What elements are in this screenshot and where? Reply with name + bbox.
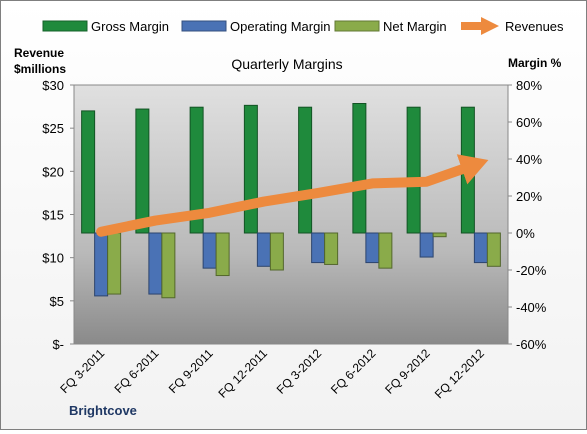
right-axis-title: Margin %: [508, 56, 562, 70]
right-tick-label: -40%: [516, 300, 547, 315]
legend-arrow-icon: [481, 17, 499, 35]
x-tick-label: FQ 12-2012: [432, 346, 487, 401]
legend-label-0: Gross Margin: [91, 19, 169, 34]
bar-net-margin: [107, 232, 122, 295]
footer-label: Brightcove: [69, 403, 137, 418]
x-tick-label: FQ 9-2012: [382, 346, 433, 397]
x-tick-label: FQ 12-2011: [215, 346, 270, 401]
bar-net-margin: [486, 232, 501, 267]
left-axis-title-line2: $millions: [14, 62, 66, 76]
revenue-series: [96, 154, 489, 237]
bar-net-margin: [161, 232, 176, 299]
right-tick-label: 20%: [516, 189, 542, 204]
bar-operating-margin: [419, 232, 434, 258]
legend-swatch-0: [42, 20, 88, 32]
x-tick-label: FQ 3-2011: [57, 346, 107, 396]
bar-operating-margin: [256, 232, 271, 267]
left-axis-title-line1: Revenue: [14, 46, 64, 60]
x-tick-label: FQ 9-2011: [166, 346, 216, 396]
left-tick-label: $10: [42, 251, 64, 266]
bar-operating-margin: [94, 232, 109, 297]
x-axis: FQ 3-2011 FQ 6-2011 FQ 9-2011 FQ 12-2011 FQ …: [57, 346, 487, 401]
bar-net-margin: [215, 232, 230, 277]
legend-label-1: Operating Margin: [230, 19, 330, 34]
right-tick-label: 40%: [516, 152, 542, 167]
right-tick-label: 0%: [516, 226, 535, 241]
bar-operating-margin: [473, 232, 488, 264]
revenue-line: [96, 154, 489, 237]
bar-operating-margin: [202, 232, 217, 269]
legend-label-2: Net Margin: [383, 19, 447, 34]
right-tick-label: -60%: [516, 337, 547, 352]
bar-gross-margin: [81, 110, 96, 234]
legend: Gross Margin Operating Margin Net Margin Re…: [42, 17, 564, 35]
x-tick-label: FQ 6-2011: [112, 346, 162, 396]
bar-net-margin: [324, 232, 339, 265]
left-tick-label: $-: [52, 337, 64, 352]
bar-gross-margin: [135, 108, 150, 234]
legend-swatch-2: [334, 20, 380, 32]
left-tick-label: $20: [42, 164, 64, 179]
left-tick-label: $25: [42, 121, 64, 136]
legend-label-3: Revenues: [505, 19, 564, 34]
bar-net-margin: [432, 232, 447, 238]
chart-title: Quarterly Margins: [231, 56, 342, 72]
left-tick-label: $15: [42, 208, 64, 223]
bar-gross-margin: [298, 106, 313, 234]
bar-net-margin: [378, 232, 393, 269]
bar-gross-margin: [406, 106, 421, 234]
bar-net-margin: [269, 232, 284, 271]
bar-operating-margin: [365, 232, 380, 264]
right-tick-label: -20%: [516, 263, 547, 278]
bar-operating-margin: [148, 232, 163, 295]
right-axis: -60% -40% -20% 0% 20% 40% 60% 80%: [508, 78, 547, 352]
bar-operating-margin: [311, 232, 326, 264]
left-tick-label: $30: [42, 78, 64, 93]
right-tick-label: 80%: [516, 78, 542, 93]
x-tick-label: FQ 3-2012: [274, 346, 325, 397]
bar-gross-margin: [189, 106, 204, 234]
right-tick-label: 60%: [516, 115, 542, 130]
bar-gross-margin: [352, 103, 367, 234]
left-tick-label: $5: [50, 294, 64, 309]
x-tick-label: FQ 6-2012: [328, 346, 379, 397]
bar-gross-margin: [243, 104, 258, 234]
legend-swatch-1: [181, 20, 227, 32]
left-axis: $- $5 $10 $15 $20 $25 $30: [42, 78, 74, 352]
